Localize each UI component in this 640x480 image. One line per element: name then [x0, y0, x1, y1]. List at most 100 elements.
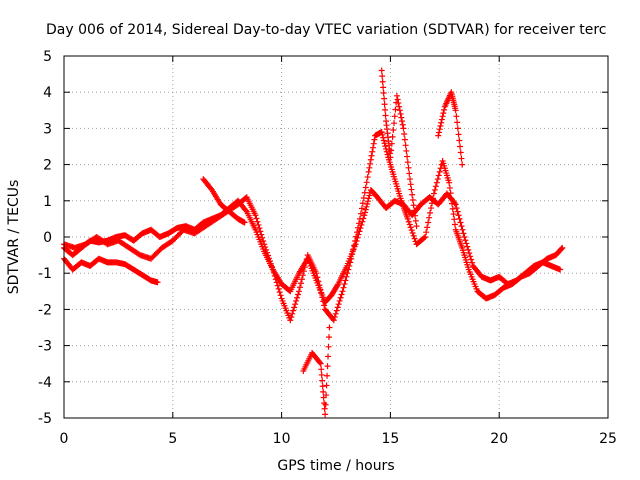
series-track-f — [300, 324, 333, 418]
y-tick-label: 4 — [43, 85, 52, 101]
series-track-d — [200, 176, 248, 226]
data-point-interp — [336, 297, 343, 304]
data-point-interp — [558, 245, 565, 252]
x-axis: 0 5 10 15 20 25 — [60, 56, 617, 447]
data-point-interp — [316, 282, 323, 289]
data-point-interp — [354, 229, 361, 236]
data-point-interp — [426, 214, 433, 221]
y-axis-title: SDTVAR / TECUs — [6, 180, 22, 295]
data-point — [287, 317, 294, 324]
data-point-interp — [371, 136, 378, 143]
data-point-interp — [401, 131, 408, 138]
data-point-interp — [428, 200, 435, 207]
data-point-interp — [464, 243, 471, 250]
data-point — [435, 132, 442, 139]
data-point-interp — [406, 170, 413, 177]
data-point-interp — [259, 234, 266, 241]
data-point-interp — [265, 252, 272, 259]
data-point-interp — [390, 127, 397, 134]
data-point-interp — [332, 310, 339, 317]
data-point-interp — [438, 116, 445, 123]
data-point-interp — [370, 140, 377, 147]
data-point-interp — [435, 172, 442, 179]
data-point-interp — [380, 84, 387, 91]
data-point-interp — [346, 262, 353, 269]
data-point — [339, 288, 346, 295]
data-point-interp — [331, 314, 338, 321]
data-point-interp — [276, 289, 283, 296]
data-point-interp — [436, 126, 443, 133]
data-point — [404, 215, 411, 222]
data-point-interp — [455, 131, 462, 138]
data-point-interp — [467, 253, 474, 260]
data-point — [393, 92, 400, 99]
data-point-interp — [292, 301, 299, 308]
data-point — [413, 223, 420, 230]
data-point-interp — [318, 290, 325, 297]
data-point-interp — [341, 281, 348, 288]
data-point-interp — [388, 147, 395, 154]
data-point-interp — [410, 232, 417, 239]
data-point-interp — [257, 228, 264, 235]
data-point-interp — [297, 280, 304, 287]
data-point-interp — [409, 196, 416, 203]
x-tick-label: 15 — [381, 431, 399, 447]
data-point-interp — [397, 110, 404, 117]
series-track-a — [61, 255, 161, 286]
data-point-interp — [325, 334, 332, 341]
data-point-interp — [360, 194, 367, 201]
data-point-interp — [295, 291, 302, 298]
data-point-interp — [352, 238, 359, 245]
data-point-interp — [340, 284, 347, 291]
x-tick-label: 10 — [273, 431, 291, 447]
data-point-interp — [366, 164, 373, 171]
grid-lines — [64, 56, 608, 418]
data-point-interp — [451, 216, 458, 223]
series-track-g — [435, 89, 466, 168]
data-point-interp — [404, 153, 411, 160]
data-point-interp — [382, 112, 389, 119]
data-point-interp — [456, 215, 463, 222]
data-point-interp — [350, 246, 357, 253]
data-point-interp — [338, 291, 345, 298]
y-tick-label: 3 — [43, 121, 52, 137]
data-point-interp — [349, 251, 356, 258]
data-point-interp — [273, 279, 280, 286]
data-point-interp — [369, 144, 376, 151]
data-point-interp — [362, 206, 369, 213]
data-point — [446, 179, 453, 186]
data-point-interp — [382, 143, 389, 150]
data-point-interp — [318, 366, 325, 373]
y-tick-label: 1 — [43, 194, 52, 210]
data-point-interp — [458, 223, 465, 230]
data-point-interp — [315, 278, 322, 285]
data-point — [461, 234, 468, 240]
data-point — [154, 279, 161, 286]
data-point-interp — [323, 382, 330, 389]
data-point-interp — [408, 186, 415, 193]
data-point-interp — [457, 143, 464, 150]
data-point-interp — [369, 148, 376, 155]
data-point-interp — [260, 238, 267, 245]
data-point-interp — [366, 192, 373, 199]
data-point-interp — [367, 160, 374, 167]
data-point-interp — [321, 302, 328, 309]
data-point-interp — [302, 260, 309, 267]
data-point-interp — [380, 90, 387, 97]
data-point-interp — [264, 249, 271, 256]
y-axis: -5 -4 -3 -2 -1 0 1 2 3 4 5 — [38, 49, 608, 427]
data-point-interp — [325, 353, 332, 360]
data-point-interp — [428, 205, 435, 212]
data-point — [322, 411, 329, 418]
data-point-interp — [425, 219, 432, 226]
data-point — [261, 241, 268, 248]
data-point-interp — [410, 202, 417, 209]
data-point-interp — [468, 256, 475, 263]
data-point-interp — [358, 205, 365, 212]
data-point-interp — [345, 266, 352, 273]
y-tick-label: -1 — [38, 266, 52, 282]
data-point-interp — [271, 273, 278, 280]
data-point-interp — [319, 383, 326, 390]
data-point-interp — [424, 224, 431, 231]
data-point-interp — [363, 179, 370, 186]
